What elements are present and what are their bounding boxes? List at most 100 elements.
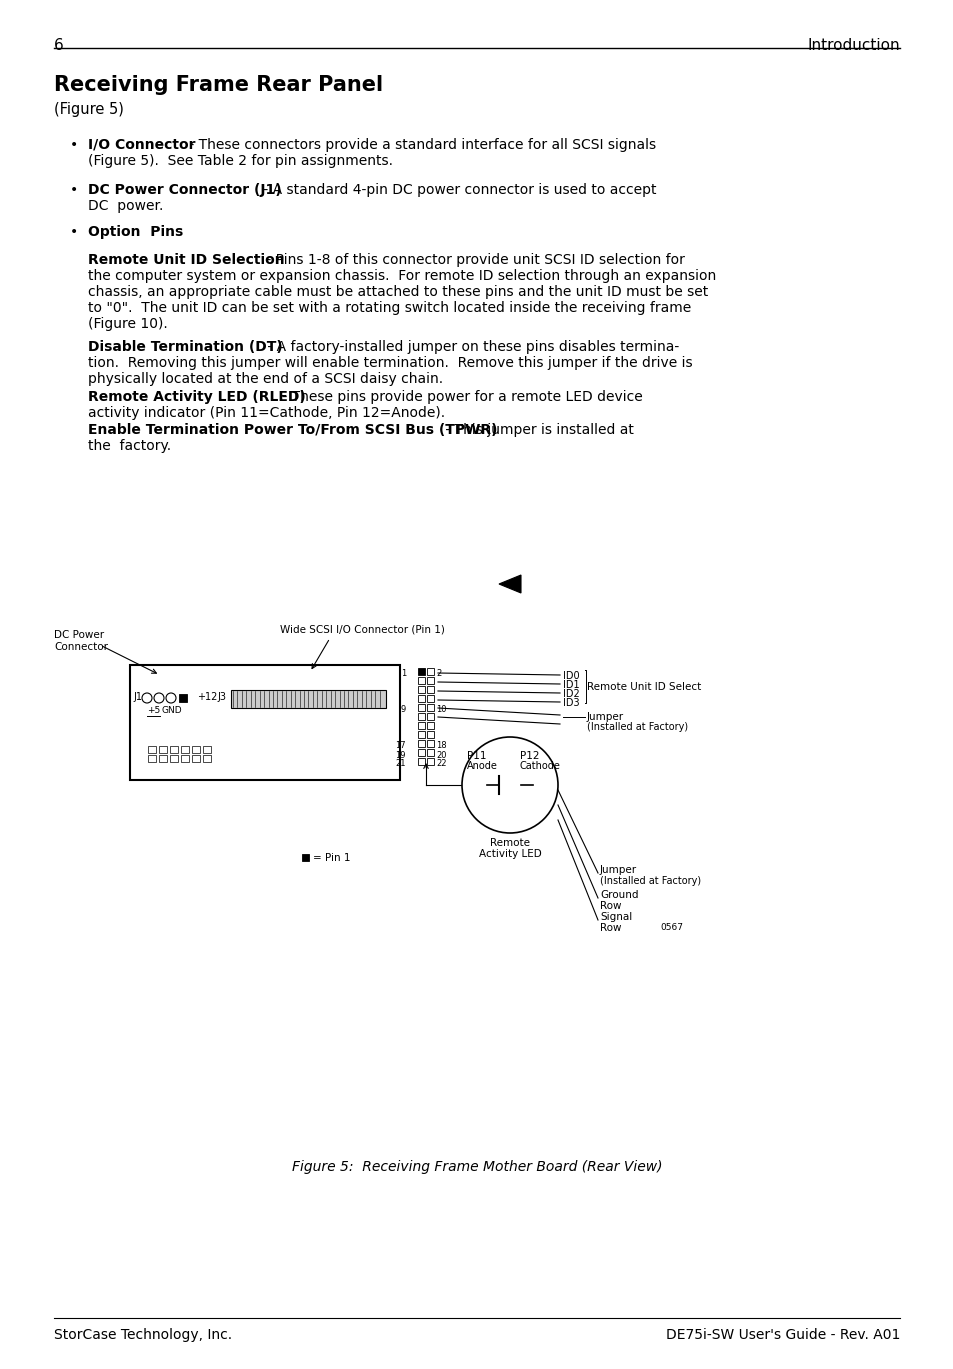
Text: P11: P11 — [467, 752, 486, 761]
Text: DC  power.: DC power. — [88, 199, 163, 214]
Text: Introduction: Introduction — [806, 38, 899, 53]
Text: Wide SCSI I/O Connector (Pin 1): Wide SCSI I/O Connector (Pin 1) — [280, 626, 444, 635]
Text: - A factory-installed jumper on these pins disables termina-: - A factory-installed jumper on these pi… — [263, 340, 679, 355]
Text: (Figure 5): (Figure 5) — [54, 103, 124, 116]
Bar — [417, 758, 424, 765]
Text: Anode: Anode — [467, 761, 497, 771]
Text: Jumper: Jumper — [586, 712, 623, 721]
Text: activity indicator (Pin 11=Cathode, Pin 12=Anode).: activity indicator (Pin 11=Cathode, Pin … — [88, 407, 445, 420]
Text: Jumper: Jumper — [599, 865, 637, 875]
Text: - This jumper is installed at: - This jumper is installed at — [440, 423, 633, 437]
Text: Disable Termination (DT): Disable Termination (DT) — [88, 340, 282, 355]
Bar — [170, 746, 178, 753]
Bar — [427, 741, 434, 747]
Text: Receiving Frame Rear Panel: Receiving Frame Rear Panel — [54, 75, 383, 94]
Polygon shape — [498, 575, 520, 593]
Text: Row: Row — [599, 901, 620, 910]
Text: 2: 2 — [436, 669, 441, 679]
Text: Figure 5:  Receiving Frame Mother Board (Rear View): Figure 5: Receiving Frame Mother Board (… — [292, 1160, 661, 1175]
Text: = Pin 1: = Pin 1 — [313, 853, 350, 862]
Bar — [427, 758, 434, 765]
Text: •: • — [70, 225, 78, 240]
Bar — [130, 665, 399, 780]
Text: P12: P12 — [519, 752, 539, 761]
Text: Signal: Signal — [599, 912, 632, 921]
Text: 10: 10 — [436, 705, 446, 715]
Text: DE75i-SW User's Guide - Rev. A01: DE75i-SW User's Guide - Rev. A01 — [665, 1328, 899, 1342]
Text: Ground: Ground — [599, 890, 638, 899]
Circle shape — [142, 693, 152, 704]
Bar — [179, 694, 187, 702]
Text: 9: 9 — [400, 705, 406, 715]
Text: 22: 22 — [436, 760, 446, 768]
Text: - Pins 1-8 of this connector provide unit SCSI ID selection for: - Pins 1-8 of this connector provide uni… — [262, 253, 684, 267]
Text: (Figure 5).  See Table 2 for pin assignments.: (Figure 5). See Table 2 for pin assignme… — [88, 153, 393, 168]
Circle shape — [166, 693, 175, 704]
Bar — [427, 713, 434, 720]
Text: (Installed at Factory): (Installed at Factory) — [599, 876, 700, 886]
Text: the computer system or expansion chassis.  For remote ID selection through an ex: the computer system or expansion chassis… — [88, 268, 716, 283]
Text: I/O Connector: I/O Connector — [88, 138, 195, 152]
Bar — [192, 746, 200, 753]
Text: chassis, an appropriate cable must be attached to these pins and the unit ID mus: chassis, an appropriate cable must be at… — [88, 285, 707, 298]
Text: (Figure 10).: (Figure 10). — [88, 318, 168, 331]
Bar — [181, 746, 189, 753]
Text: 19: 19 — [395, 750, 406, 760]
Text: 0567: 0567 — [659, 923, 682, 932]
Bar — [417, 695, 424, 702]
Text: DC Power Connector (J1): DC Power Connector (J1) — [88, 183, 281, 197]
Text: •: • — [70, 183, 78, 197]
Circle shape — [153, 693, 164, 704]
Text: ID0: ID0 — [562, 671, 579, 680]
Bar — [427, 721, 434, 730]
Text: to "0".  The unit ID can be set with a rotating switch located inside the receiv: to "0". The unit ID can be set with a ro… — [88, 301, 691, 315]
Text: DC Power: DC Power — [54, 630, 104, 639]
Text: - These pins provide power for a remote LED device: - These pins provide power for a remote … — [277, 390, 642, 404]
Text: GND: GND — [162, 706, 182, 715]
Bar — [427, 686, 434, 693]
Text: 1: 1 — [400, 669, 406, 679]
Bar — [417, 749, 424, 756]
Text: +5: +5 — [147, 706, 160, 715]
Bar — [417, 704, 424, 711]
Bar — [427, 668, 434, 675]
Bar — [192, 754, 200, 763]
Bar — [427, 749, 434, 756]
Bar — [417, 713, 424, 720]
Text: ID3: ID3 — [562, 698, 579, 708]
Text: ID1: ID1 — [562, 680, 579, 690]
Bar — [427, 678, 434, 684]
Text: •: • — [70, 138, 78, 152]
Bar — [427, 704, 434, 711]
Bar — [417, 731, 424, 738]
Bar — [427, 695, 434, 702]
Text: Connector: Connector — [54, 642, 108, 652]
Text: - These connectors provide a standard interface for all SCSI signals: - These connectors provide a standard in… — [185, 138, 656, 152]
Text: (Installed at Factory): (Installed at Factory) — [586, 721, 687, 732]
Text: tion.  Removing this jumper will enable termination.  Remove this jumper if the : tion. Removing this jumper will enable t… — [88, 356, 692, 370]
Text: Remote Unit ID Select: Remote Unit ID Select — [586, 682, 700, 691]
Bar — [159, 746, 167, 753]
Bar — [417, 686, 424, 693]
Text: +12: +12 — [196, 691, 217, 702]
Text: 17: 17 — [395, 742, 406, 750]
Bar — [148, 746, 156, 753]
Text: Remote Unit ID Selection: Remote Unit ID Selection — [88, 253, 284, 267]
Text: Remote Activity LED (RLED): Remote Activity LED (RLED) — [88, 390, 305, 404]
Text: ID2: ID2 — [562, 689, 579, 700]
Bar — [427, 731, 434, 738]
Text: the  factory.: the factory. — [88, 439, 171, 453]
Text: Option  Pins: Option Pins — [88, 225, 183, 240]
Text: Cathode: Cathode — [519, 761, 560, 771]
Bar — [170, 754, 178, 763]
Bar — [417, 721, 424, 730]
Text: 21: 21 — [395, 760, 406, 768]
Bar — [417, 741, 424, 747]
Text: J3: J3 — [216, 691, 226, 702]
Bar — [181, 754, 189, 763]
Bar — [203, 746, 211, 753]
Bar — [231, 690, 386, 708]
Text: Enable Termination Power To/From SCSI Bus (TPWR): Enable Termination Power To/From SCSI Bu… — [88, 423, 497, 437]
Text: - A standard 4-pin DC power connector is used to accept: - A standard 4-pin DC power connector is… — [258, 183, 656, 197]
Circle shape — [461, 737, 558, 832]
